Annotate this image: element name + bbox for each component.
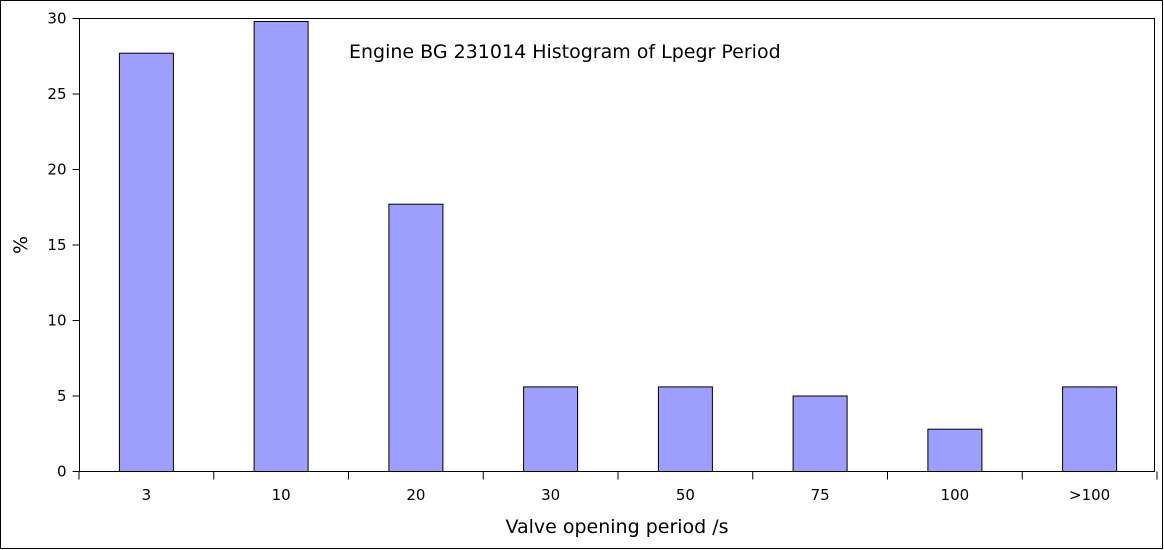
bars-group xyxy=(118,21,1118,473)
bar-1 xyxy=(118,52,174,472)
y-tick-label: 5 xyxy=(57,387,67,405)
x-tick-label: 100 xyxy=(941,486,970,504)
bar-4 xyxy=(523,386,579,472)
x-tick-label: >100 xyxy=(1069,486,1110,504)
y-tick-label: 20 xyxy=(47,161,66,179)
x-tick-label: 3 xyxy=(142,486,152,504)
bar-2 xyxy=(253,21,309,472)
y-tick-label: 25 xyxy=(47,85,66,103)
y-axis: 0 5 10 15 20 25 30 xyxy=(47,10,80,481)
chart-title: Engine BG 231014 Histogram of Lpegr Peri… xyxy=(349,41,781,63)
x-tick-label: 75 xyxy=(811,486,830,504)
x-axis: 3 10 20 30 50 75 100 >100 xyxy=(78,471,1158,504)
y-tick-label: 10 xyxy=(47,312,66,330)
y-tick-label: 30 xyxy=(47,10,66,28)
y-tick-label: 15 xyxy=(47,236,66,254)
bar-6 xyxy=(792,395,848,472)
x-tick-label: 10 xyxy=(272,486,291,504)
bar-5 xyxy=(657,386,713,472)
y-tick-label: 0 xyxy=(57,463,67,481)
bar-3 xyxy=(388,203,444,472)
x-axis-title: Valve opening period /s xyxy=(505,516,728,538)
y-axis-title: % xyxy=(10,236,32,254)
bar-8 xyxy=(1062,386,1118,472)
bar-7 xyxy=(927,428,983,473)
x-tick-label: 30 xyxy=(541,486,560,504)
x-tick-label: 20 xyxy=(406,486,425,504)
x-tick-label: 50 xyxy=(676,486,695,504)
